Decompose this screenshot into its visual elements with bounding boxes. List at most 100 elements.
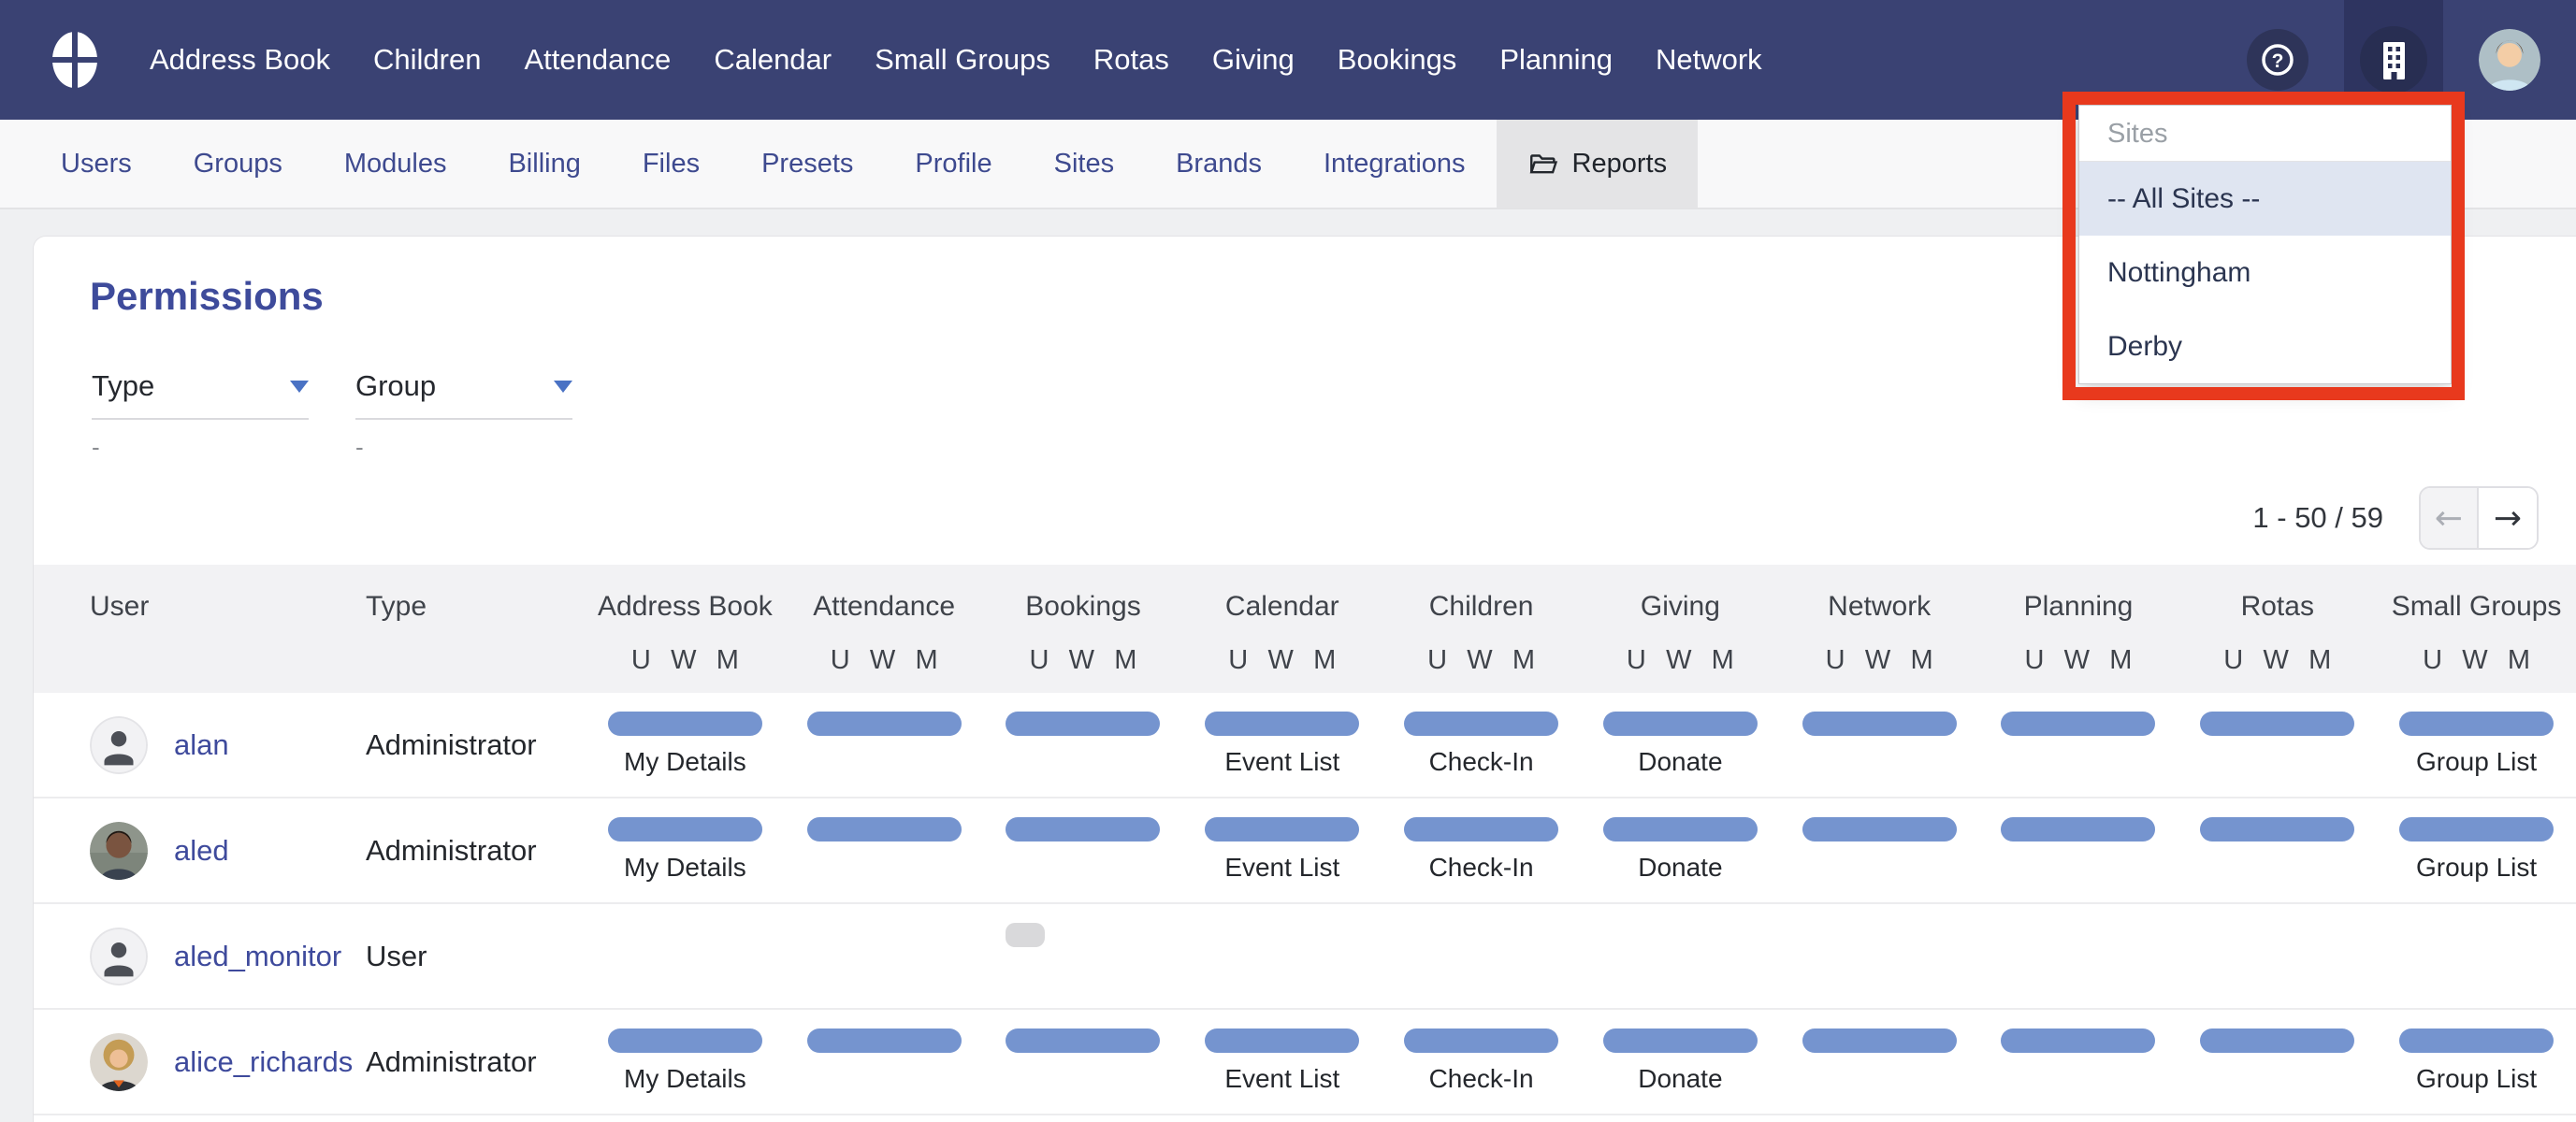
churchsuite-logo-icon[interactable]	[45, 27, 107, 93]
permission-bar	[1404, 817, 1559, 842]
permission-bar-label: Event List	[1224, 853, 1340, 882]
tab-label: Reports	[1571, 148, 1668, 179]
nav-item-small-groups[interactable]: Small Groups	[875, 43, 1050, 76]
tab-groups[interactable]: Groups	[163, 120, 313, 208]
user-cell: aled_monitor	[34, 904, 366, 1008]
permission-bar	[1006, 712, 1161, 736]
nav-item-children[interactable]: Children	[373, 43, 482, 76]
tab-sites[interactable]: Sites	[1023, 120, 1145, 208]
permission-bar-track	[1205, 1028, 1360, 1053]
table-row: aled Administrator My Details Event List Che…	[34, 798, 2576, 904]
nav-item-network[interactable]: Network	[1655, 43, 1762, 76]
sites-dropdown-options: -- All Sites -- Nottingham Derby	[2079, 162, 2451, 383]
sites-dropdown: Sites -- All Sites -- Nottingham Derby	[2078, 105, 2452, 384]
column-header-attendance: Attendance U W M	[785, 591, 984, 693]
filter-select-group[interactable]: Group	[355, 369, 572, 420]
filter-select-type[interactable]: Type	[92, 369, 309, 420]
subcolumn-m: M	[2507, 645, 2531, 675]
tab-label: Billing	[508, 148, 581, 179]
subcolumn-w: W	[1864, 645, 1891, 675]
permission-bar-track	[1602, 712, 1758, 736]
user-link[interactable]: alice_richards	[174, 1044, 354, 1078]
nav-item-address-book[interactable]: Address Book	[150, 43, 330, 76]
nav-item-attendance[interactable]: Attendance	[524, 43, 672, 76]
user-link[interactable]: aled	[174, 833, 229, 867]
permission-bar-track	[1802, 712, 1957, 736]
permission-bar	[1006, 817, 1161, 842]
permission-bar	[1205, 1028, 1360, 1053]
prev-page-button[interactable]: ←	[2421, 488, 2479, 548]
tab-label: Groups	[193, 148, 282, 179]
module-cell-planning	[1979, 798, 2178, 902]
user-link[interactable]: alan	[174, 727, 229, 761]
module-cell-bookings	[984, 1010, 1183, 1114]
permission-bar-label: Check-In	[1428, 747, 1534, 776]
sites-option--all-sites-[interactable]: -- All Sites --	[2079, 162, 2451, 236]
table-row: alan Administrator My Details Event List Che…	[34, 693, 2576, 798]
module-name: Address Book	[598, 591, 773, 622]
permission-bar	[1602, 817, 1758, 842]
permission-bar-track	[1802, 817, 1957, 842]
tab-profile[interactable]: Profile	[884, 120, 1022, 208]
tab-billing[interactable]: Billing	[477, 120, 611, 208]
subcolumn-w: W	[1666, 645, 1692, 675]
next-page-button[interactable]: →	[2479, 488, 2537, 548]
user-type: Administrator	[366, 833, 537, 867]
subcolumn-m: M	[1114, 645, 1137, 675]
tab-files[interactable]: Files	[612, 120, 731, 208]
user-link[interactable]: aled_monitor	[174, 939, 342, 972]
permission-bar	[1205, 817, 1360, 842]
tab-modules[interactable]: Modules	[313, 120, 478, 208]
subcolumn-u: U	[1626, 645, 1646, 675]
column-header-user: User	[90, 591, 150, 622]
module-cell-calendar: Event List	[1182, 798, 1382, 902]
permission-bar-track	[1006, 817, 1161, 842]
permission-bar	[2200, 1028, 2355, 1053]
profile-avatar[interactable]	[2479, 29, 2540, 91]
module-name: Children	[1428, 591, 1534, 622]
subcolumn-u: U	[1029, 645, 1049, 675]
help-button[interactable]: ?	[2247, 29, 2308, 91]
module-cell-attendance	[785, 693, 984, 797]
tab-reports[interactable]: Reports	[1496, 120, 1699, 208]
nav-item-giving[interactable]: Giving	[1211, 43, 1295, 76]
tab-label: Integrations	[1323, 148, 1466, 179]
nav-item-rotas[interactable]: Rotas	[1093, 43, 1169, 76]
permission-bar-track	[2001, 817, 2156, 842]
tab-presets[interactable]: Presets	[731, 120, 884, 208]
nav-item-calendar[interactable]: Calendar	[714, 43, 832, 76]
permission-bar	[607, 1028, 762, 1053]
module-cell-small-groups: Group List	[2377, 1010, 2576, 1114]
user-type: Administrator	[366, 727, 537, 761]
main-nav: Address Book Children Attendance Calendar Sm…	[150, 43, 1762, 77]
permission-bar-track	[2399, 1028, 2554, 1053]
permission-bar	[1602, 1028, 1758, 1053]
permission-bar-label: My Details	[624, 853, 746, 882]
chevron-down-icon	[290, 380, 309, 393]
subcolumn-m: M	[1910, 645, 1933, 675]
permission-bar-label: Donate	[1638, 747, 1723, 776]
column-header-planning: Planning U W M	[1979, 591, 2178, 693]
sites-option-derby[interactable]: Derby	[2107, 330, 2183, 362]
tab-users[interactable]: Users	[30, 120, 163, 208]
subcolumn-u: U	[830, 645, 850, 675]
module-cell-attendance	[785, 904, 984, 1008]
sites-option-nottingham[interactable]: Nottingham	[2107, 256, 2251, 288]
module-cell-children	[1382, 904, 1581, 1008]
nav-item-bookings[interactable]: Bookings	[1337, 43, 1457, 76]
tab-label: Brands	[1176, 148, 1262, 179]
permission-bar-label: Group List	[2415, 747, 2538, 776]
column-header-bookings: Bookings U W M	[984, 591, 1183, 693]
permission-bar	[1205, 712, 1360, 736]
tab-integrations[interactable]: Integrations	[1293, 120, 1497, 208]
sites-button[interactable]	[2344, 0, 2443, 120]
permission-bar-label: Event List	[1224, 1064, 1340, 1093]
tab-brands[interactable]: Brands	[1145, 120, 1293, 208]
nav-item-planning[interactable]: Planning	[1499, 43, 1613, 76]
permission-bar-label: Group List	[2415, 853, 2538, 882]
permission-bar-track	[2001, 712, 2156, 736]
subcolumn-u: U	[2223, 645, 2244, 675]
module-cell-address-book: My Details	[586, 1010, 785, 1114]
